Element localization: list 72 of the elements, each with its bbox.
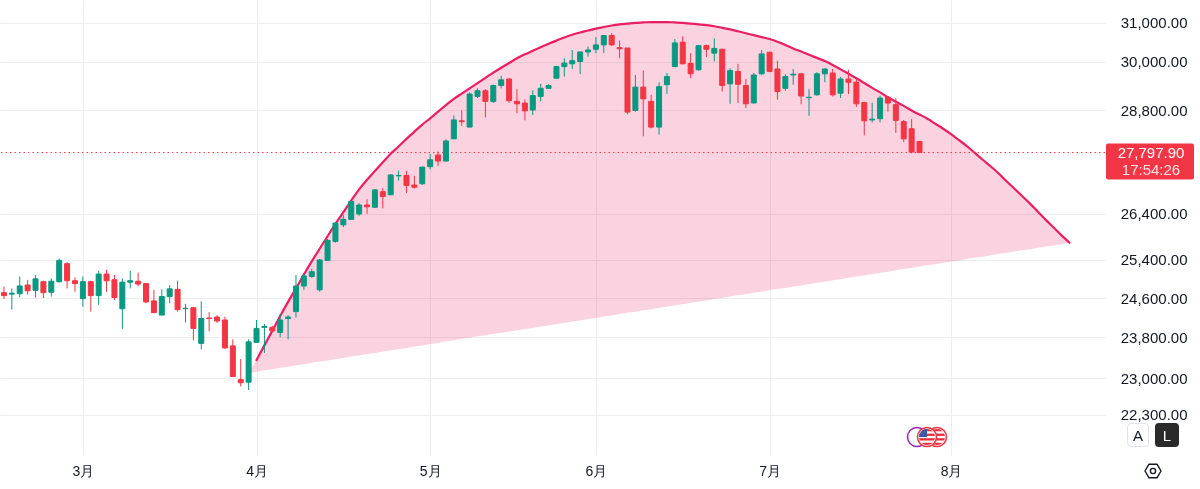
candlestick (482, 88, 489, 118)
candlestick (56, 258, 63, 284)
x-tick-label: 8月 (940, 462, 963, 479)
candlestick (877, 95, 884, 123)
candlestick (158, 288, 165, 316)
candlestick (829, 68, 836, 97)
candlestick (577, 51, 584, 75)
y-tick-label: 23,800.00 (1120, 328, 1188, 346)
candlestick (742, 78, 749, 109)
y-tick-label: 26,400.00 (1120, 205, 1188, 223)
toggle-button: L (1155, 423, 1179, 447)
candlestick (190, 306, 197, 341)
candlestick (798, 72, 805, 105)
candlestick (727, 67, 734, 105)
candlestick (671, 38, 678, 68)
y-tick-label: 24,600.00 (1120, 289, 1188, 307)
candlestick (884, 95, 891, 113)
candlestick (450, 114, 457, 140)
candlestick (8, 287, 15, 311)
candlestick (506, 77, 513, 104)
x-tick-label: 5月 (419, 462, 442, 479)
candlestick (892, 97, 899, 134)
y-tick-label: 31,000.00 (1120, 14, 1188, 32)
candlestick (71, 276, 78, 293)
candlestick (206, 311, 213, 332)
candlestick (166, 284, 173, 304)
candlestick (711, 37, 718, 62)
candlestick (419, 166, 426, 186)
candlestick (174, 280, 181, 313)
candlestick (95, 270, 102, 306)
candlestick (813, 71, 820, 97)
candlestick (758, 49, 765, 76)
x-tick-label: 3月 (72, 462, 95, 479)
y-tick-label: 22,300.00 (1120, 406, 1188, 424)
candlestick (442, 138, 449, 162)
candlestick (529, 89, 536, 116)
x-tick-label: 7月 (759, 462, 781, 479)
toggle-button: A (1127, 423, 1149, 447)
candlestick (277, 313, 284, 338)
candlestick (513, 88, 520, 114)
candlestick (48, 277, 55, 298)
candlestick (458, 109, 465, 127)
ref-line-label: 27,797.90 (1117, 143, 1185, 161)
candlestick (632, 74, 639, 113)
candlestick (592, 36, 599, 54)
y-tick-label: 25,400.00 (1120, 251, 1188, 269)
candlestick (585, 45, 592, 58)
candlestick (663, 72, 670, 95)
candlestick (79, 275, 86, 308)
candlestick (0, 285, 7, 300)
x-tick-label: 4月 (246, 462, 268, 479)
candlestick (285, 314, 292, 340)
candlestick (364, 198, 371, 215)
candlestick (734, 63, 741, 104)
text: 17:54:26 (1121, 160, 1181, 178)
candlestick (261, 323, 268, 354)
candlestick (135, 272, 142, 287)
candlestick (379, 187, 386, 210)
candlestick (237, 358, 244, 387)
candlestick (569, 49, 576, 70)
candlestick (16, 275, 23, 298)
y-tick-label: 28,800.00 (1120, 101, 1188, 119)
candlestick (869, 102, 876, 123)
candlestick (837, 76, 844, 99)
y-tick-label: 30,000.00 (1120, 53, 1188, 71)
candlestick (64, 261, 71, 289)
candlestick (521, 98, 528, 121)
candlestick (87, 280, 94, 313)
y-tick-label: 23,000.00 (1120, 369, 1188, 387)
candlestick (640, 70, 647, 137)
x-tick-label: 6月 (585, 462, 608, 479)
candlestick (32, 274, 39, 299)
